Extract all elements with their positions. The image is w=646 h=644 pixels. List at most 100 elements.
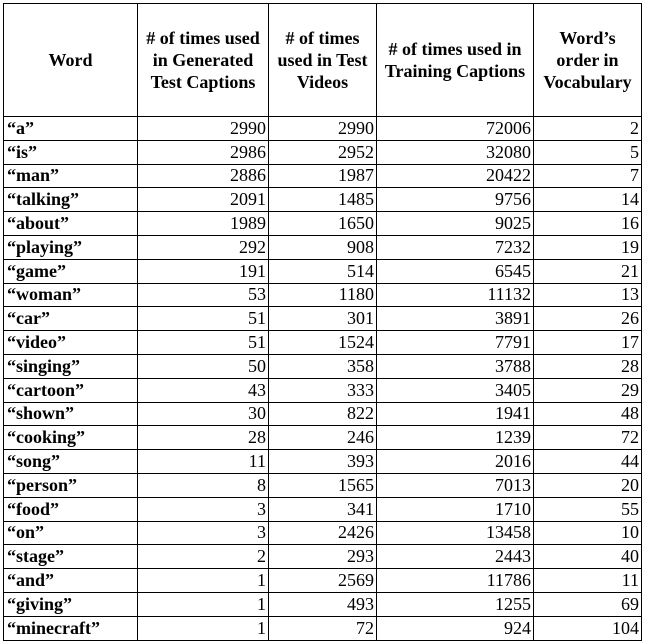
cell-vocabulary-order: 104 <box>533 615 642 641</box>
cell-generated-test-captions: 1 <box>137 591 269 617</box>
cell-generated-test-captions: 51 <box>137 306 269 332</box>
cell-generated-test-captions: 2091 <box>137 187 269 213</box>
table-row: “shown” 30 822 1941 48 <box>3 401 642 427</box>
cell-vocabulary-order: 44 <box>533 449 642 474</box>
cell-vocabulary-order: 2 <box>533 116 642 141</box>
cell-test-videos: 2990 <box>268 116 377 141</box>
table-row: “video” 51 1524 7791 17 <box>3 330 642 355</box>
cell-word: “food” <box>3 496 138 522</box>
cell-generated-test-captions: 1 <box>137 615 269 641</box>
cell-training-captions: 72006 <box>376 116 534 141</box>
table-row: “man” 2886 1987 20422 7 <box>3 163 642 189</box>
cell-test-videos: 341 <box>268 496 377 522</box>
table-row: “song” 11 393 2016 44 <box>3 449 642 474</box>
header-row: Word # of times used in Generated Test C… <box>3 3 642 117</box>
cell-generated-test-captions: 11 <box>137 449 269 474</box>
cell-test-videos: 358 <box>268 353 377 379</box>
cell-training-captions: 9025 <box>376 211 534 236</box>
cell-training-captions: 20422 <box>376 163 534 189</box>
table-row: “and” 1 2569 11786 11 <box>3 568 642 593</box>
cell-generated-test-captions: 3 <box>137 496 269 522</box>
cell-generated-test-captions: 1 <box>137 568 269 593</box>
cell-test-videos: 1524 <box>268 330 377 355</box>
table-row: “on” 3 2426 13458 10 <box>3 520 642 546</box>
cell-word: “minecraft” <box>3 615 138 641</box>
header-vocabulary-order: Word’s order in Vocabulary <box>533 3 642 117</box>
cell-training-captions: 7232 <box>376 234 534 260</box>
cell-training-captions: 11786 <box>376 568 534 593</box>
table-row: “car” 51 301 3891 26 <box>3 306 642 332</box>
cell-generated-test-captions: 30 <box>137 401 269 427</box>
table-body: “a” 2990 2990 72006 2 “is” 2986 2952 32080 5 “man”… <box>3 116 642 641</box>
cell-vocabulary-order: 10 <box>533 520 642 546</box>
cell-test-videos: 2952 <box>268 139 377 165</box>
cell-word: “and” <box>3 568 138 593</box>
cell-generated-test-captions: 292 <box>137 234 269 260</box>
cell-generated-test-captions: 191 <box>137 258 269 284</box>
cell-training-captions: 32080 <box>376 139 534 165</box>
cell-training-captions: 3788 <box>376 353 534 379</box>
cell-vocabulary-order: 29 <box>533 377 642 403</box>
cell-generated-test-captions: 2886 <box>137 163 269 189</box>
cell-generated-test-captions: 53 <box>137 282 269 308</box>
cell-word: “giving” <box>3 591 138 617</box>
table-row: “giving” 1 493 1255 69 <box>3 591 642 617</box>
cell-test-videos: 1987 <box>268 163 377 189</box>
cell-training-captions: 2016 <box>376 449 534 474</box>
cell-test-videos: 2426 <box>268 520 377 546</box>
cell-word: “song” <box>3 449 138 474</box>
cell-word: “woman” <box>3 282 138 308</box>
cell-word: “cooking” <box>3 425 138 451</box>
cell-test-videos: 493 <box>268 591 377 617</box>
cell-training-captions: 11132 <box>376 282 534 308</box>
cell-word: “cartoon” <box>3 377 138 403</box>
table-row: “woman” 53 1180 11132 13 <box>3 282 642 308</box>
cell-training-captions: 7013 <box>376 472 534 498</box>
cell-test-videos: 333 <box>268 377 377 403</box>
cell-vocabulary-order: 55 <box>533 496 642 522</box>
cell-test-videos: 908 <box>268 234 377 260</box>
table-row: “cartoon” 43 333 3405 29 <box>3 377 642 403</box>
cell-word: “car” <box>3 306 138 332</box>
cell-vocabulary-order: 69 <box>533 591 642 617</box>
cell-word: “a” <box>3 116 138 141</box>
cell-test-videos: 393 <box>268 449 377 474</box>
cell-generated-test-captions: 3 <box>137 520 269 546</box>
cell-word: “playing” <box>3 234 138 260</box>
cell-test-videos: 822 <box>268 401 377 427</box>
table-row: “minecraft” 1 72 924 104 <box>3 615 642 641</box>
cell-vocabulary-order: 14 <box>533 187 642 213</box>
header-generated-test-captions: # of times used in Generated Test Captio… <box>137 3 269 117</box>
table-row: “singing” 50 358 3788 28 <box>3 353 642 379</box>
cell-vocabulary-order: 17 <box>533 330 642 355</box>
cell-vocabulary-order: 13 <box>533 282 642 308</box>
cell-test-videos: 1650 <box>268 211 377 236</box>
cell-generated-test-captions: 2990 <box>137 116 269 141</box>
cell-training-captions: 7791 <box>376 330 534 355</box>
cell-test-videos: 514 <box>268 258 377 284</box>
cell-word: “man” <box>3 163 138 189</box>
table-row: “stage” 2 293 2443 40 <box>3 544 642 570</box>
cell-training-captions: 2443 <box>376 544 534 570</box>
cell-vocabulary-order: 48 <box>533 401 642 427</box>
cell-vocabulary-order: 11 <box>533 568 642 593</box>
table-row: “about” 1989 1650 9025 16 <box>3 211 642 236</box>
cell-vocabulary-order: 28 <box>533 353 642 379</box>
cell-training-captions: 1941 <box>376 401 534 427</box>
cell-word: “singing” <box>3 353 138 379</box>
cell-vocabulary-order: 16 <box>533 211 642 236</box>
header-test-videos: # of times used in Test Videos <box>268 3 377 117</box>
cell-test-videos: 72 <box>268 615 377 641</box>
header-word: Word <box>3 3 138 117</box>
cell-word: “on” <box>3 520 138 546</box>
table-row: “is” 2986 2952 32080 5 <box>3 139 642 165</box>
word-frequency-table-container: Word # of times used in Generated Test C… <box>3 3 642 641</box>
cell-training-captions: 1239 <box>376 425 534 451</box>
cell-training-captions: 9756 <box>376 187 534 213</box>
cell-test-videos: 1485 <box>268 187 377 213</box>
cell-training-captions: 1255 <box>376 591 534 617</box>
cell-vocabulary-order: 21 <box>533 258 642 284</box>
cell-test-videos: 246 <box>268 425 377 451</box>
cell-training-captions: 6545 <box>376 258 534 284</box>
cell-test-videos: 1180 <box>268 282 377 308</box>
